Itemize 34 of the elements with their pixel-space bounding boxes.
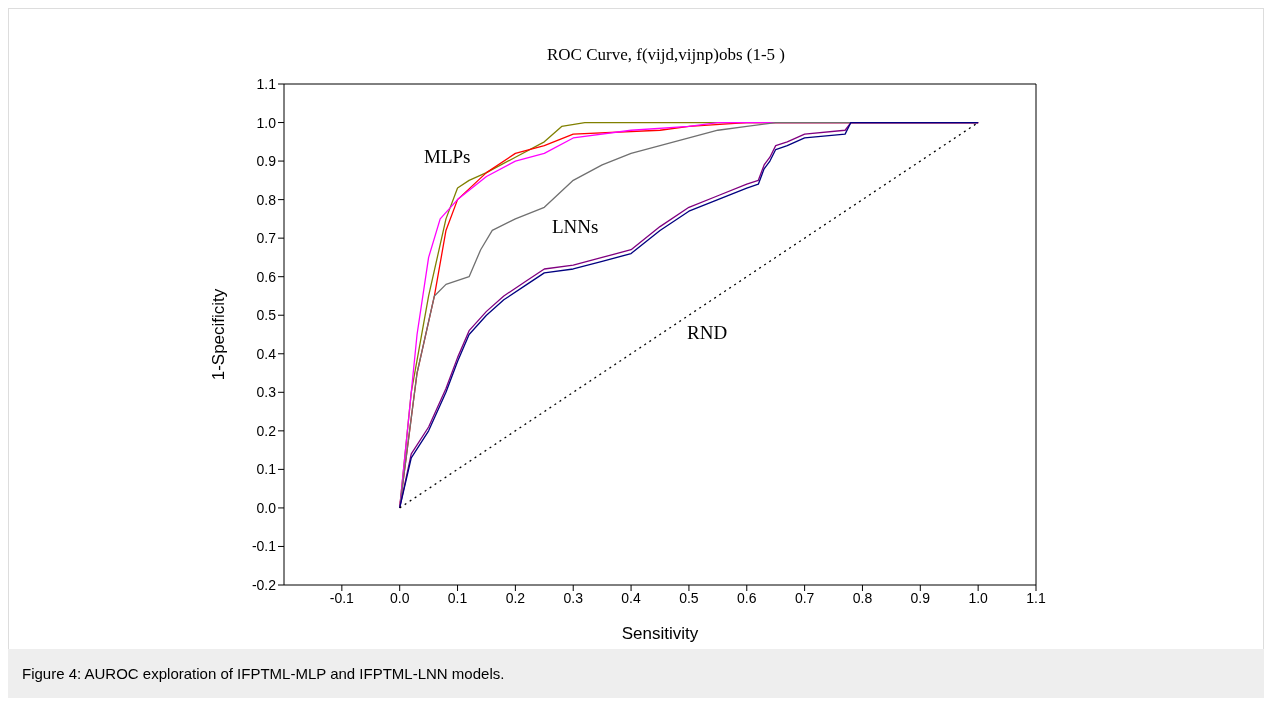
chart-title: ROC Curve, f(vijd,vijnp)obs (1-5 ) — [546, 44, 786, 65]
y-tick-label: 1.1 — [256, 75, 277, 92]
y-tick-label: -0.1 — [251, 538, 277, 555]
annotation: LNNs — [552, 216, 599, 238]
y-tick-label: 0.3 — [256, 384, 277, 401]
annotation: MLPs — [424, 146, 471, 168]
y-tick-label: 0.5 — [256, 307, 277, 324]
x-tick-label: 0.2 — [505, 589, 526, 606]
x-tick-label: 0.9 — [910, 589, 931, 606]
y-axis-title: 1-Specificity — [209, 288, 229, 381]
y-tick-label: 0.7 — [256, 230, 277, 247]
y-tick-label: 0.8 — [256, 191, 277, 208]
y-tick-label: 0.0 — [256, 499, 277, 516]
y-tick-label: 0.1 — [256, 461, 277, 478]
x-tick-label: -0.1 — [329, 589, 355, 606]
y-tick-label: 0.6 — [256, 268, 277, 285]
y-tick-label: 0.2 — [256, 422, 277, 439]
caption: Figure 4: AUROC exploration of IFPTML-MLP and IFPTML-LNN models. — [8, 649, 1264, 698]
x-tick-label: 0.8 — [852, 589, 873, 606]
y-tick-label: -0.2 — [251, 576, 277, 593]
x-tick-label: 0.1 — [447, 589, 468, 606]
x-tick-label: 1.0 — [968, 589, 989, 606]
y-tick-label: 0.9 — [256, 153, 277, 170]
x-tick-label: 0.3 — [563, 589, 584, 606]
x-tick-label: 0.7 — [794, 589, 815, 606]
x-tick-label: 0.0 — [389, 589, 410, 606]
y-tick-label: 1.0 — [256, 114, 277, 131]
x-tick-label: 0.5 — [679, 589, 699, 606]
x-tick-label: 0.6 — [737, 589, 757, 606]
x-tick-label: 0.4 — [621, 589, 642, 606]
x-tick-label: 1.1 — [1026, 589, 1046, 606]
x-axis-title: Sensitivity — [621, 624, 699, 643]
y-tick-label: 0.4 — [256, 345, 277, 362]
annotation: RND — [687, 322, 728, 344]
